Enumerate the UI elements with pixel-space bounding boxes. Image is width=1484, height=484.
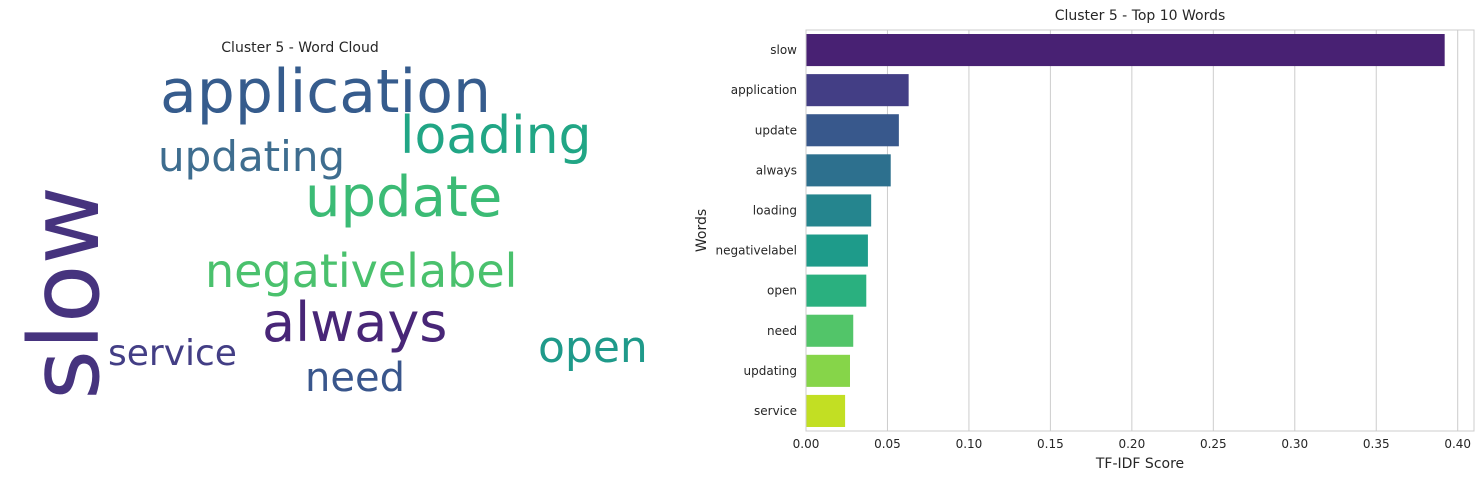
wordcloud-word-application: application [160,57,491,127]
xtick-label-7: 0.35 [1363,437,1390,451]
bar-need [806,314,854,347]
xtick-label-0: 0.00 [793,437,820,451]
wordcloud-word-need: need [305,355,405,401]
xtick-label-6: 0.30 [1281,437,1308,451]
wordcloud-word-open: open [538,322,648,373]
xtick-label-2: 0.10 [956,437,983,451]
ytick-label-slow: slow [770,43,797,57]
ytick-label-loading: loading [753,203,797,217]
wordcloud-word-always: always [262,291,448,354]
bar-updating [806,354,850,387]
ytick-label-need: need [767,324,797,338]
y-axis-label: Words [694,209,710,252]
bar-loading [806,194,872,227]
ytick-label-updating: updating [744,364,797,378]
xtick-label-8: 0.40 [1444,437,1471,451]
ytick-label-application: application [731,83,797,97]
xtick-label-3: 0.15 [1037,437,1064,451]
xtick-label-5: 0.25 [1200,437,1227,451]
x-axis-label: TF-IDF Score [1095,456,1184,472]
wordcloud-word-service: service [108,333,237,374]
bar-always [806,154,891,187]
xtick-label-1: 0.05 [874,437,901,451]
wordcloud-title: Cluster 5 - Word Cloud [221,40,379,56]
bar-update [806,114,899,147]
bar-application [806,74,909,107]
wordcloud-word-update: update [305,165,503,230]
chart-title: Cluster 5 - Top 10 Words [1054,8,1226,24]
ytick-label-always: always [756,163,797,177]
ytick-label-negativelabel: negativelabel [715,244,797,258]
bar-service [806,394,846,427]
ytick-label-service: service [754,404,797,418]
wordcloud-word-negativelabel: negativelabel [205,244,518,298]
xtick-label-4: 0.20 [1118,437,1145,451]
bar-slow [806,34,1445,67]
wordcloud-word-updating: updating [158,132,346,181]
ytick-label-update: update [755,123,797,137]
plot-frame [805,29,1475,432]
ytick-label-open: open [767,284,797,298]
wordcloud-word-loading: loading [400,106,592,166]
bar-open [806,274,867,307]
bar-negativelabel [806,234,868,267]
